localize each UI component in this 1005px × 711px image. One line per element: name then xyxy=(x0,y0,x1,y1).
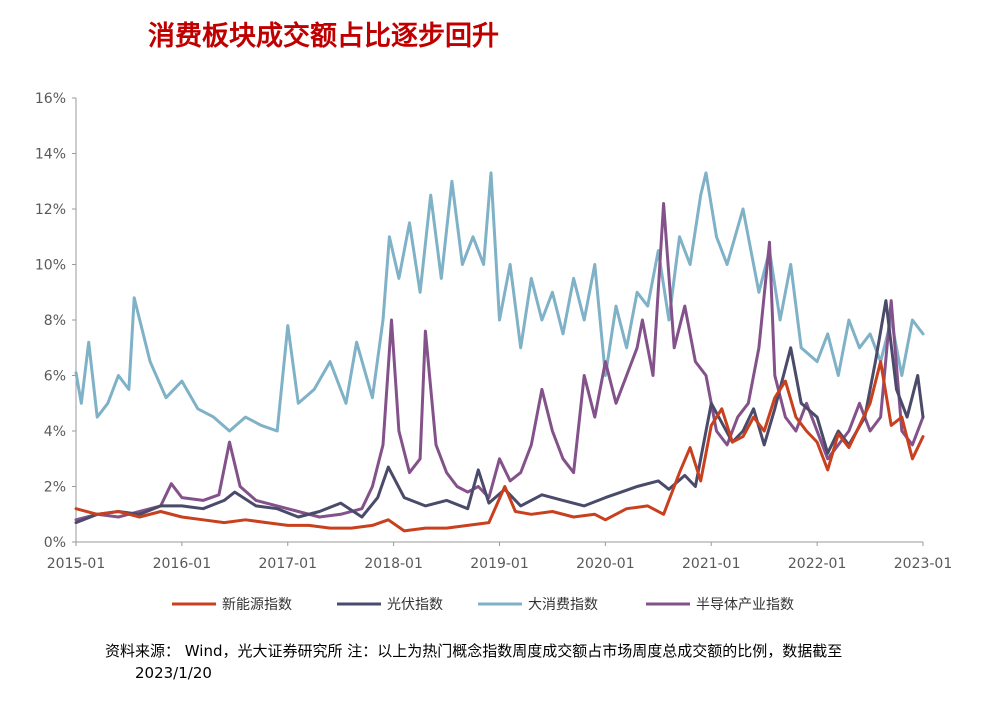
series-line-2 xyxy=(74,171,925,433)
series-line-1 xyxy=(74,299,925,525)
x-tick-label: 2021-01 xyxy=(682,556,741,572)
x-tick-label: 2015-01 xyxy=(47,556,106,572)
y-tick-label: 0% xyxy=(44,535,66,551)
x-tick-label: 2023-01 xyxy=(894,556,953,572)
legend-label: 半导体产业指数 xyxy=(696,597,794,613)
y-tick-label: 12% xyxy=(35,202,66,218)
x-tick-label: 2022-01 xyxy=(788,556,847,572)
chart: 0% 2% 4% 6% 8% 10% 12% 14% 16% 2015-01 2016-01 2017… xyxy=(35,91,952,613)
x-tick-label: 2020-01 xyxy=(576,556,635,572)
x-tick-label: 2019-01 xyxy=(470,556,529,572)
y-tick-label: 2% xyxy=(44,480,66,496)
axes: 0% 2% 4% 6% 8% 10% 12% 14% 16% 2015-01 2016-01 2017… xyxy=(35,91,952,572)
y-tick-label: 10% xyxy=(35,258,66,274)
source-note: 资料来源： Wind，光大证券研究所 注：以上为热门概念指数周度成交额占市场周度… xyxy=(105,640,995,684)
y-tick-label: 16% xyxy=(35,91,66,107)
legend: 新能源指数 光伏指数 大消费指数 半导体产业指数 xyxy=(172,597,794,613)
y-tick-label: 14% xyxy=(35,147,66,163)
series-line-0 xyxy=(74,360,925,533)
legend-label: 大消费指数 xyxy=(528,597,598,613)
source-line: 资料来源： Wind，光大证券研究所 注：以上为热门概念指数周度成交额占市场周度… xyxy=(105,642,843,660)
y-tick-label: 6% xyxy=(44,369,66,385)
x-tick-label: 2016-01 xyxy=(153,556,212,572)
x-tick-label: 2018-01 xyxy=(364,556,423,572)
legend-label: 新能源指数 xyxy=(222,597,292,613)
legend-label: 光伏指数 xyxy=(387,597,443,613)
y-tick-label: 8% xyxy=(44,313,66,329)
y-tick-label: 4% xyxy=(44,424,66,440)
chart-title: 消费板块成交额占比逐步回升 xyxy=(148,21,499,52)
series-line-3 xyxy=(74,202,925,522)
x-tick-label: 2017-01 xyxy=(259,556,318,572)
series-lines xyxy=(74,171,925,533)
source-date: 2023/1/20 xyxy=(135,664,212,682)
